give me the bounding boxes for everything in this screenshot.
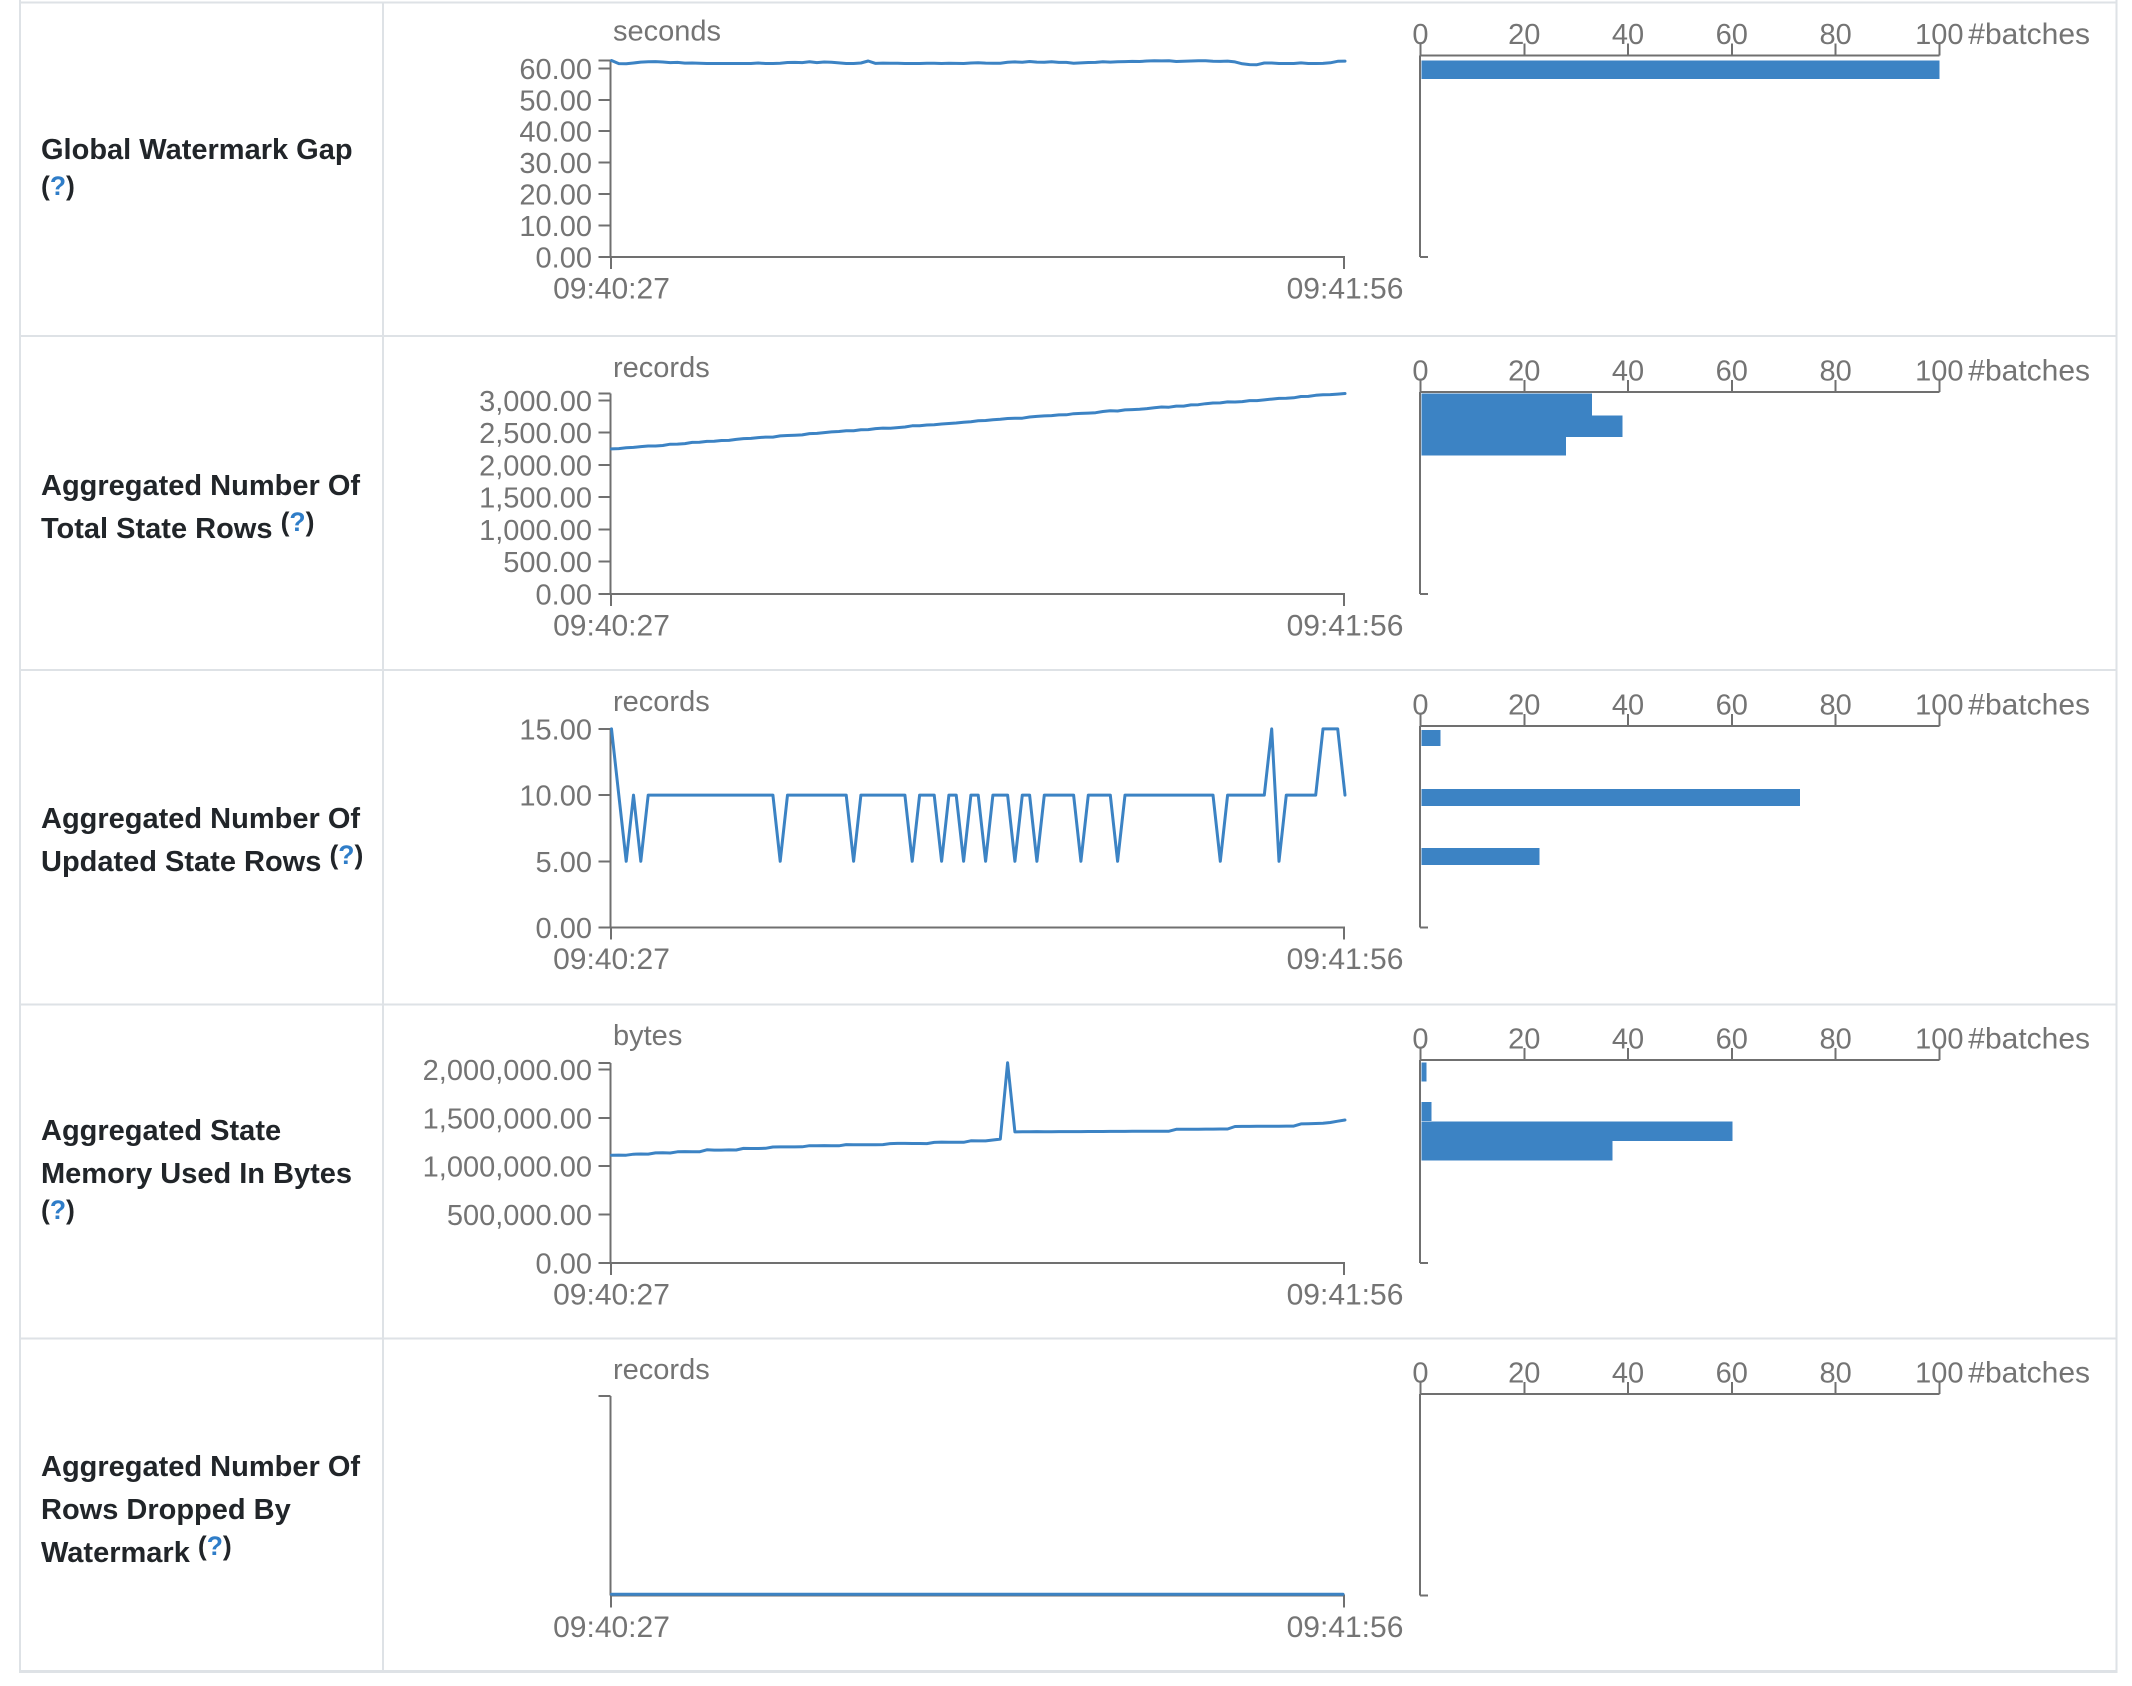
svg-text:#batches: #batches bbox=[1968, 689, 2090, 722]
svg-text:80: 80 bbox=[1819, 356, 1851, 388]
svg-text:0.00: 0.00 bbox=[536, 1249, 592, 1281]
svg-text:#batches: #batches bbox=[1968, 355, 2090, 388]
svg-text:40: 40 bbox=[1612, 356, 1644, 388]
svg-text:5.00: 5.00 bbox=[536, 847, 592, 879]
svg-text:10.00: 10.00 bbox=[519, 781, 592, 813]
svg-text:60: 60 bbox=[1716, 1024, 1748, 1056]
svg-text:3,000.00: 3,000.00 bbox=[479, 386, 592, 418]
svg-text:09:40:27: 09:40:27 bbox=[553, 943, 670, 976]
svg-text:#batches: #batches bbox=[1968, 1023, 2090, 1056]
svg-text:100: 100 bbox=[1915, 356, 1963, 388]
svg-text:0.00: 0.00 bbox=[536, 580, 592, 612]
svg-text:80: 80 bbox=[1819, 1358, 1851, 1390]
svg-text:records: records bbox=[613, 1354, 710, 1386]
svg-text:10.00: 10.00 bbox=[519, 211, 592, 243]
svg-text:20: 20 bbox=[1508, 19, 1540, 51]
svg-text:30.00: 30.00 bbox=[519, 148, 592, 180]
svg-text:records: records bbox=[613, 686, 710, 718]
svg-text:09:41:56: 09:41:56 bbox=[1287, 943, 1404, 976]
svg-text:09:40:27: 09:40:27 bbox=[553, 273, 670, 306]
svg-text:1,500.00: 1,500.00 bbox=[479, 483, 592, 515]
svg-text:0: 0 bbox=[1412, 19, 1428, 51]
svg-text:15.00: 15.00 bbox=[519, 714, 592, 746]
svg-text:09:41:56: 09:41:56 bbox=[1287, 610, 1404, 643]
svg-text:80: 80 bbox=[1819, 1024, 1851, 1056]
svg-text:100: 100 bbox=[1915, 690, 1963, 722]
svg-text:09:40:27: 09:40:27 bbox=[553, 610, 670, 643]
svg-text:1,000,000.00: 1,000,000.00 bbox=[423, 1152, 592, 1184]
svg-text:09:41:56: 09:41:56 bbox=[1287, 273, 1404, 306]
svg-text:60: 60 bbox=[1716, 19, 1748, 51]
svg-text:seconds: seconds bbox=[613, 16, 721, 48]
svg-text:09:41:56: 09:41:56 bbox=[1287, 1279, 1404, 1312]
svg-text:2,000,000.00: 2,000,000.00 bbox=[423, 1055, 592, 1087]
svg-text:80: 80 bbox=[1819, 690, 1851, 722]
svg-text:50.00: 50.00 bbox=[519, 85, 592, 117]
svg-text:0: 0 bbox=[1412, 690, 1428, 722]
svg-text:100: 100 bbox=[1915, 1024, 1963, 1056]
svg-text:500.00: 500.00 bbox=[503, 547, 592, 579]
svg-text:0.00: 0.00 bbox=[536, 243, 592, 275]
svg-text:100: 100 bbox=[1915, 1358, 1963, 1390]
svg-text:0: 0 bbox=[1412, 1358, 1428, 1390]
svg-text:0: 0 bbox=[1412, 1024, 1428, 1056]
svg-text:1,000.00: 1,000.00 bbox=[479, 515, 592, 547]
svg-text:60: 60 bbox=[1716, 356, 1748, 388]
svg-text:09:40:27: 09:40:27 bbox=[553, 1611, 670, 1644]
svg-text:40: 40 bbox=[1612, 1358, 1644, 1390]
svg-text:09:40:27: 09:40:27 bbox=[553, 1279, 670, 1312]
svg-text:60.00: 60.00 bbox=[519, 54, 592, 86]
svg-text:100: 100 bbox=[1915, 19, 1963, 51]
svg-text:09:41:56: 09:41:56 bbox=[1287, 1611, 1404, 1644]
svg-text:1,500,000.00: 1,500,000.00 bbox=[423, 1103, 592, 1135]
svg-text:2,500.00: 2,500.00 bbox=[479, 418, 592, 450]
svg-text:40.00: 40.00 bbox=[519, 117, 592, 149]
svg-text:40: 40 bbox=[1612, 690, 1644, 722]
svg-text:#batches: #batches bbox=[1968, 18, 2090, 51]
svg-text:2,000.00: 2,000.00 bbox=[479, 450, 592, 482]
svg-text:0: 0 bbox=[1412, 356, 1428, 388]
svg-text:0.00: 0.00 bbox=[536, 913, 592, 945]
svg-text:40: 40 bbox=[1612, 19, 1644, 51]
svg-text:#batches: #batches bbox=[1968, 1357, 2090, 1390]
svg-text:records: records bbox=[613, 352, 710, 384]
svg-text:20: 20 bbox=[1508, 690, 1540, 722]
svg-text:20.00: 20.00 bbox=[519, 180, 592, 212]
svg-text:60: 60 bbox=[1716, 690, 1748, 722]
svg-text:bytes: bytes bbox=[613, 1020, 682, 1052]
svg-text:20: 20 bbox=[1508, 1024, 1540, 1056]
svg-text:80: 80 bbox=[1819, 19, 1851, 51]
svg-text:40: 40 bbox=[1612, 1024, 1644, 1056]
svg-text:60: 60 bbox=[1716, 1358, 1748, 1390]
svg-text:20: 20 bbox=[1508, 1358, 1540, 1390]
svg-text:20: 20 bbox=[1508, 356, 1540, 388]
svg-text:500,000.00: 500,000.00 bbox=[447, 1200, 592, 1232]
